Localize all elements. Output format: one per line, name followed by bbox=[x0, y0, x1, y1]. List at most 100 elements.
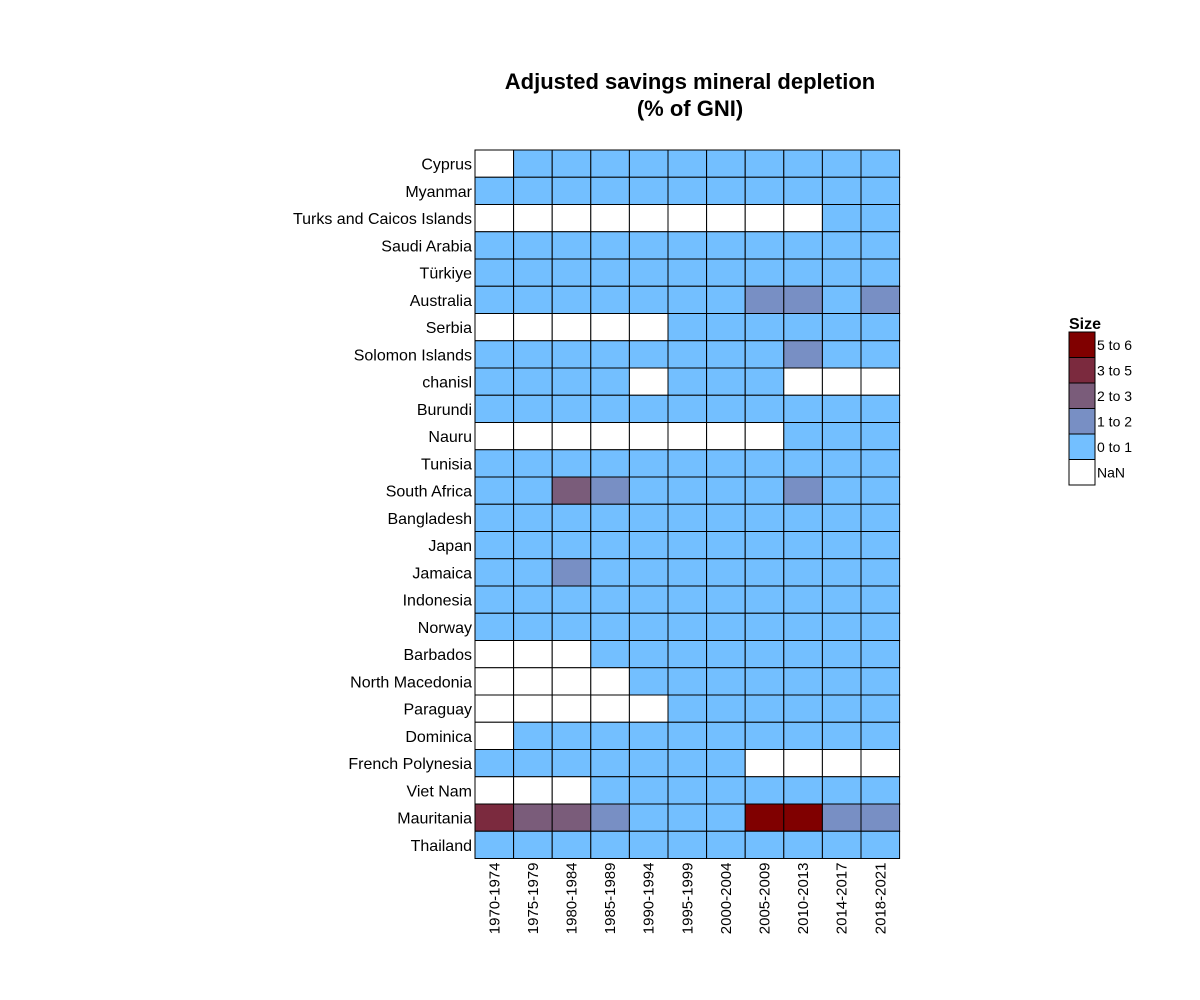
heatmap-cell bbox=[706, 449, 746, 478]
heatmap-cell bbox=[821, 313, 862, 342]
heatmap-cell bbox=[667, 367, 708, 396]
heatmap-cell bbox=[821, 558, 862, 587]
heatmap-cell bbox=[628, 612, 669, 641]
heatmap-cell bbox=[628, 667, 669, 696]
heatmap-cell bbox=[590, 640, 630, 669]
heatmap-cell bbox=[783, 285, 823, 314]
heatmap-cell bbox=[706, 149, 746, 178]
heatmap-cell bbox=[551, 803, 592, 832]
column-label: 1970-1974 bbox=[486, 863, 503, 935]
heatmap-cell bbox=[513, 749, 553, 778]
heatmap-cell bbox=[821, 340, 862, 369]
heatmap-cell bbox=[474, 830, 515, 859]
heatmap-cell bbox=[744, 721, 785, 750]
heatmap-cell bbox=[551, 313, 592, 342]
heatmap-cell bbox=[667, 558, 708, 587]
heatmap-cell bbox=[667, 721, 708, 750]
heatmap-cell bbox=[551, 476, 592, 505]
row-label: Nauru bbox=[428, 429, 472, 446]
heatmap-cell bbox=[783, 721, 823, 750]
row-label: Burundi bbox=[417, 402, 472, 419]
heatmap-cell bbox=[590, 176, 630, 205]
heatmap-cell bbox=[744, 585, 785, 614]
heatmap-cell bbox=[706, 231, 746, 260]
legend-swatch bbox=[1068, 331, 1096, 358]
row-labels: Cyprus Myanmar Turks and Caicos Islands Sau… bbox=[293, 157, 473, 855]
heatmap-cell bbox=[744, 503, 785, 532]
heatmap-cell bbox=[628, 367, 669, 396]
row-label: Turks and Caicos Islands bbox=[293, 211, 472, 228]
heatmap-cell bbox=[628, 340, 669, 369]
heatmap-cell bbox=[783, 449, 823, 478]
heatmap-cell bbox=[860, 449, 901, 478]
legend: Size 5 to 6 3 to 5 2 to 3 1 to 2 0 to 1 NaN bbox=[1068, 316, 1132, 486]
heatmap-cell bbox=[513, 231, 553, 260]
heatmap-cell bbox=[744, 285, 785, 314]
heatmap-cell bbox=[513, 612, 553, 641]
heatmap-cell bbox=[590, 204, 630, 233]
heatmap-cell bbox=[551, 231, 592, 260]
heatmap-cell bbox=[628, 313, 669, 342]
heatmap-cell bbox=[744, 476, 785, 505]
heatmap-cell bbox=[783, 231, 823, 260]
heatmap-cell bbox=[513, 394, 553, 423]
legend-swatch bbox=[1068, 382, 1096, 409]
heatmap-cell bbox=[744, 367, 785, 396]
legend-label: 3 to 5 bbox=[1097, 362, 1132, 378]
heatmap-cell bbox=[551, 749, 592, 778]
heatmap-cell bbox=[513, 204, 553, 233]
chart-title-line-1: Adjusted savings mineral depletion bbox=[505, 69, 875, 94]
heatmap-cell bbox=[628, 830, 669, 859]
heatmap-cell bbox=[628, 231, 669, 260]
heatmap-cell bbox=[821, 449, 862, 478]
heatmap-cell bbox=[667, 667, 708, 696]
heatmap-cell bbox=[590, 394, 630, 423]
heatmap-cell bbox=[860, 531, 901, 560]
heatmap-cell bbox=[513, 503, 553, 532]
row-label: Cyprus bbox=[421, 157, 472, 174]
row-label: Paraguay bbox=[404, 702, 473, 719]
row-label: Solomon Islands bbox=[354, 347, 472, 364]
heatmap-cell bbox=[474, 721, 515, 750]
heatmap-cell bbox=[513, 721, 553, 750]
heatmap-cell bbox=[667, 176, 708, 205]
column-label: 1995-1999 bbox=[679, 863, 696, 935]
legend-label: 1 to 2 bbox=[1097, 413, 1132, 429]
legend-label: 2 to 3 bbox=[1097, 388, 1132, 404]
heatmap-cell bbox=[821, 531, 862, 560]
heatmap-cell bbox=[590, 531, 630, 560]
heatmap-cell bbox=[628, 531, 669, 560]
heatmap-cell bbox=[860, 749, 901, 778]
heatmap-cell bbox=[628, 149, 669, 178]
heatmap-cell bbox=[628, 503, 669, 532]
heatmap-cell bbox=[551, 285, 592, 314]
heatmap-cell bbox=[474, 176, 515, 205]
heatmap-cell bbox=[474, 558, 515, 587]
heatmap-cell bbox=[474, 449, 515, 478]
heatmap-cell bbox=[783, 776, 823, 805]
heatmap-cell bbox=[783, 313, 823, 342]
heatmap-cell bbox=[821, 476, 862, 505]
heatmap-cell bbox=[551, 449, 592, 478]
heatmap-cell bbox=[667, 149, 708, 178]
heatmap-cell bbox=[628, 476, 669, 505]
heatmap-cell bbox=[860, 367, 901, 396]
legend-title: Size bbox=[1069, 316, 1101, 333]
row-label: Indonesia bbox=[403, 593, 472, 610]
row-label: Dominica bbox=[405, 729, 472, 746]
heatmap-cell bbox=[590, 231, 630, 260]
heatmap-cell bbox=[744, 776, 785, 805]
column-label: 1990-1994 bbox=[641, 863, 658, 935]
heatmap-cell bbox=[590, 340, 630, 369]
heatmap-cell bbox=[590, 313, 630, 342]
heatmap-cell bbox=[590, 721, 630, 750]
heatmap-cell bbox=[628, 258, 669, 287]
heatmap-cell bbox=[474, 340, 515, 369]
heatmap-cell bbox=[667, 776, 708, 805]
heatmap-cell bbox=[860, 340, 901, 369]
heatmap-cell bbox=[860, 313, 901, 342]
heatmap-cell bbox=[667, 340, 708, 369]
row-label: Japan bbox=[428, 538, 472, 555]
heatmap-cell bbox=[474, 394, 515, 423]
heatmap-cell bbox=[513, 558, 553, 587]
